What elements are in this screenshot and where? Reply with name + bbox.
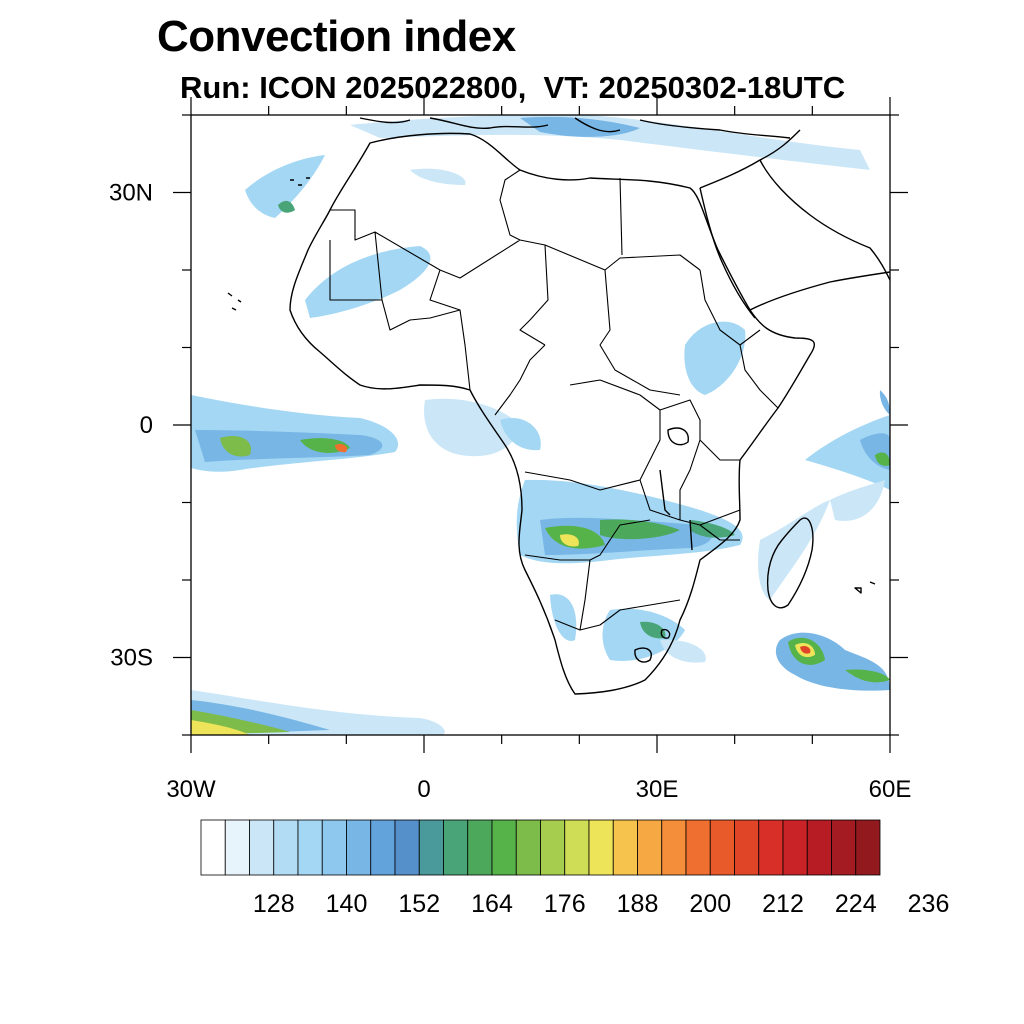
- lat-label: 30N: [109, 180, 153, 207]
- colorbar-box: [734, 819, 760, 876]
- cape-verde: [227, 292, 242, 311]
- europe-coast: [359, 117, 791, 139]
- colorbar-label: 128: [253, 890, 295, 918]
- colorbar-box: [806, 819, 832, 876]
- lat-label: 30S: [110, 645, 153, 672]
- colorbar-box: [370, 819, 396, 876]
- colorbar-box: [297, 819, 323, 876]
- lon-label: 0: [417, 776, 430, 803]
- colorbar-box: [491, 819, 517, 876]
- colorbar-box: [709, 819, 735, 876]
- colorbar-box: [394, 819, 420, 876]
- country-borders: [329, 169, 779, 631]
- colorbar-label: 140: [326, 890, 368, 918]
- madagascar-coast: [766, 517, 814, 609]
- coastlines-borders: [227, 117, 890, 695]
- colorbar-box: [346, 819, 372, 876]
- colorbar-label: 188: [617, 890, 659, 918]
- map-title: Convection index: [157, 12, 516, 61]
- colorbar-box: [200, 819, 226, 876]
- colorbar-box: [588, 819, 614, 876]
- canary-islands: [290, 177, 310, 186]
- colorbar-labels: 128 140 152 164 176 188 200 212 224 236: [253, 890, 949, 918]
- colorbar-box: [540, 819, 566, 876]
- colorbar-box: [467, 819, 493, 876]
- lesotho: [634, 647, 652, 663]
- colorbar: 128 140 152 164 176 188 200 212 224 236: [200, 819, 949, 918]
- colorbar-box: [224, 819, 250, 876]
- colorbar-box: [758, 819, 784, 876]
- colorbar-box: [418, 819, 444, 876]
- colorbar-box: [637, 819, 663, 876]
- map-subtitle: Run: ICON 2025022800, VT: 20250302-18UTC: [180, 70, 846, 105]
- colorbar-boxes: [200, 819, 881, 876]
- map-ticks: [173, 97, 908, 753]
- map-axis-labels: 30N 0 30S 30W 0 30E 60E: [109, 180, 911, 804]
- eswatini: [660, 628, 671, 639]
- colorbar-box: [855, 819, 881, 876]
- colorbar-box: [515, 819, 541, 876]
- red-sea-coast: [699, 187, 756, 319]
- lake-tanganyika: [659, 469, 671, 516]
- colorbar-box: [612, 819, 638, 876]
- colorbar-box: [831, 819, 857, 876]
- lon-label: 60E: [869, 776, 912, 803]
- colorbar-box: [685, 819, 711, 876]
- mascarene-islands: [854, 581, 876, 594]
- colorbar-label: 236: [908, 890, 950, 918]
- arabia-coast: [699, 129, 890, 311]
- colorbar-box: [273, 819, 299, 876]
- lat-label: 0: [140, 412, 153, 439]
- map-plot-area: 30N 0 30S 30W 0 30E 60E: [109, 97, 911, 803]
- colorbar-box: [443, 819, 469, 876]
- colorbar-label: 224: [835, 890, 877, 918]
- colorbar-box: [321, 819, 347, 876]
- colorbar-box: [564, 819, 590, 876]
- lake-malawi: [689, 519, 693, 551]
- colorbar-box: [249, 819, 275, 876]
- colorbar-label: 152: [398, 890, 440, 918]
- colorbar-label: 212: [762, 890, 804, 918]
- africa-coastline: [289, 132, 815, 695]
- colorbar-label: 176: [544, 890, 586, 918]
- colorbar-box: [782, 819, 808, 876]
- lake-victoria: [667, 427, 689, 446]
- lon-label: 30W: [166, 776, 216, 803]
- colorbar-box: [661, 819, 687, 876]
- lon-label: 30E: [636, 776, 679, 803]
- colorbar-label: 200: [689, 890, 731, 918]
- colorbar-label: 164: [471, 890, 513, 918]
